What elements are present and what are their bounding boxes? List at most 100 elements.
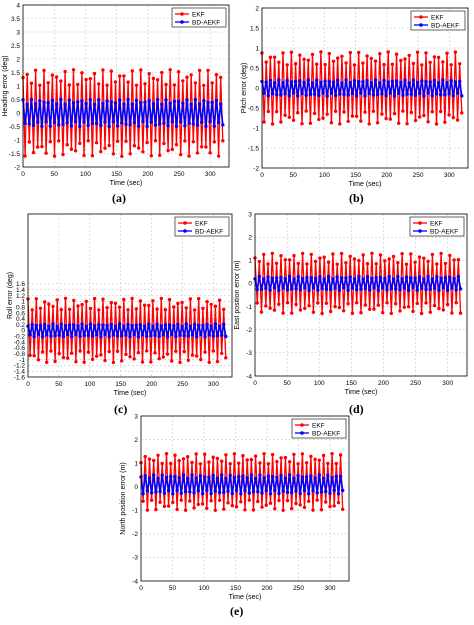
data-point <box>354 94 359 98</box>
data-point <box>45 360 49 364</box>
data-point <box>90 121 95 126</box>
legend-label-ekf: EKF <box>431 14 444 21</box>
data-point <box>283 113 287 117</box>
data-point <box>390 62 395 66</box>
x-tick-label: 250 <box>177 381 188 388</box>
data-point <box>272 286 277 290</box>
data-point <box>120 334 124 338</box>
data-point <box>318 275 322 279</box>
y-tick-label: 0.6 <box>16 310 25 317</box>
x-axis-label: Time (sec) <box>114 390 147 397</box>
data-point <box>279 275 283 279</box>
data-point <box>279 254 283 258</box>
data-point <box>418 91 422 96</box>
data-point <box>166 504 171 508</box>
data-point <box>300 122 304 126</box>
data-point <box>175 488 179 493</box>
data-point <box>307 288 311 293</box>
data-point <box>258 473 262 477</box>
data-point <box>266 462 271 466</box>
data-point <box>277 78 281 82</box>
data-point <box>279 473 283 477</box>
data-point <box>153 351 157 355</box>
data-point <box>262 476 266 480</box>
legend-label-ekf: EKF <box>192 11 205 18</box>
data-point <box>156 476 160 480</box>
data-point <box>113 101 118 105</box>
data-point <box>180 324 184 328</box>
data-point <box>311 489 315 493</box>
data-point <box>287 115 291 120</box>
data-point <box>101 101 105 106</box>
data-point <box>115 139 120 143</box>
y-tick-label: -1.2 <box>14 363 26 370</box>
data-point <box>262 452 266 456</box>
y-tick-label: 1 <box>248 258 252 265</box>
data-point <box>179 152 183 157</box>
data-point <box>308 121 313 126</box>
data-point <box>203 452 207 456</box>
data-point <box>445 81 449 85</box>
data-point <box>404 262 409 266</box>
data-point <box>51 304 55 309</box>
data-point <box>277 498 281 503</box>
data-point <box>291 118 296 123</box>
data-point <box>181 79 185 83</box>
data-point <box>329 121 334 125</box>
data-point <box>136 146 141 150</box>
legend-marker <box>419 23 423 27</box>
data-point <box>381 310 385 315</box>
data-point <box>49 349 53 353</box>
legend-label-ekf: EKF <box>195 220 208 227</box>
y-tick-label: 1 <box>16 83 20 90</box>
panel-label-c: (c) <box>114 402 128 416</box>
data-point <box>392 94 397 98</box>
data-point <box>160 70 164 75</box>
data-point <box>458 311 463 315</box>
data-point <box>422 94 426 98</box>
data-point <box>458 62 462 66</box>
data-point <box>338 92 342 96</box>
x-tick-label: 200 <box>146 381 157 388</box>
x-tick-label: 100 <box>319 172 330 179</box>
data-point <box>354 114 359 119</box>
data-point <box>375 93 380 97</box>
data-point <box>452 258 456 262</box>
data-point <box>115 124 120 128</box>
data-point <box>84 77 88 82</box>
data-point <box>120 154 124 158</box>
data-point <box>151 324 155 328</box>
y-axis-label: Roll error (deg) <box>7 272 14 319</box>
data-point <box>264 60 268 64</box>
data-point <box>318 256 322 260</box>
data-point <box>145 140 149 145</box>
data-point <box>205 488 209 493</box>
x-tick-label: 200 <box>262 585 273 592</box>
y-tick-label: -2 <box>253 165 259 172</box>
data-point <box>46 101 50 105</box>
legend-marker <box>418 229 422 233</box>
data-point <box>52 154 57 158</box>
data-point <box>188 324 193 328</box>
data-point <box>224 356 228 360</box>
y-tick-label: -1.5 <box>248 145 260 152</box>
data-point <box>97 82 101 86</box>
data-point <box>165 335 170 339</box>
data-point <box>53 334 57 338</box>
data-point <box>186 358 190 362</box>
data-point <box>292 452 296 457</box>
data-point <box>113 80 118 84</box>
data-point <box>177 476 181 480</box>
series-line-bd-aekf <box>261 79 463 97</box>
x-tick-label: 200 <box>142 171 153 178</box>
data-point <box>107 143 111 148</box>
data-point <box>277 491 281 496</box>
data-point <box>141 499 145 503</box>
data-point <box>422 113 426 118</box>
data-point <box>142 303 147 307</box>
data-point <box>230 491 234 496</box>
data-point <box>336 500 341 505</box>
data-point <box>195 335 199 339</box>
data-point <box>86 350 91 354</box>
data-point <box>201 306 205 311</box>
